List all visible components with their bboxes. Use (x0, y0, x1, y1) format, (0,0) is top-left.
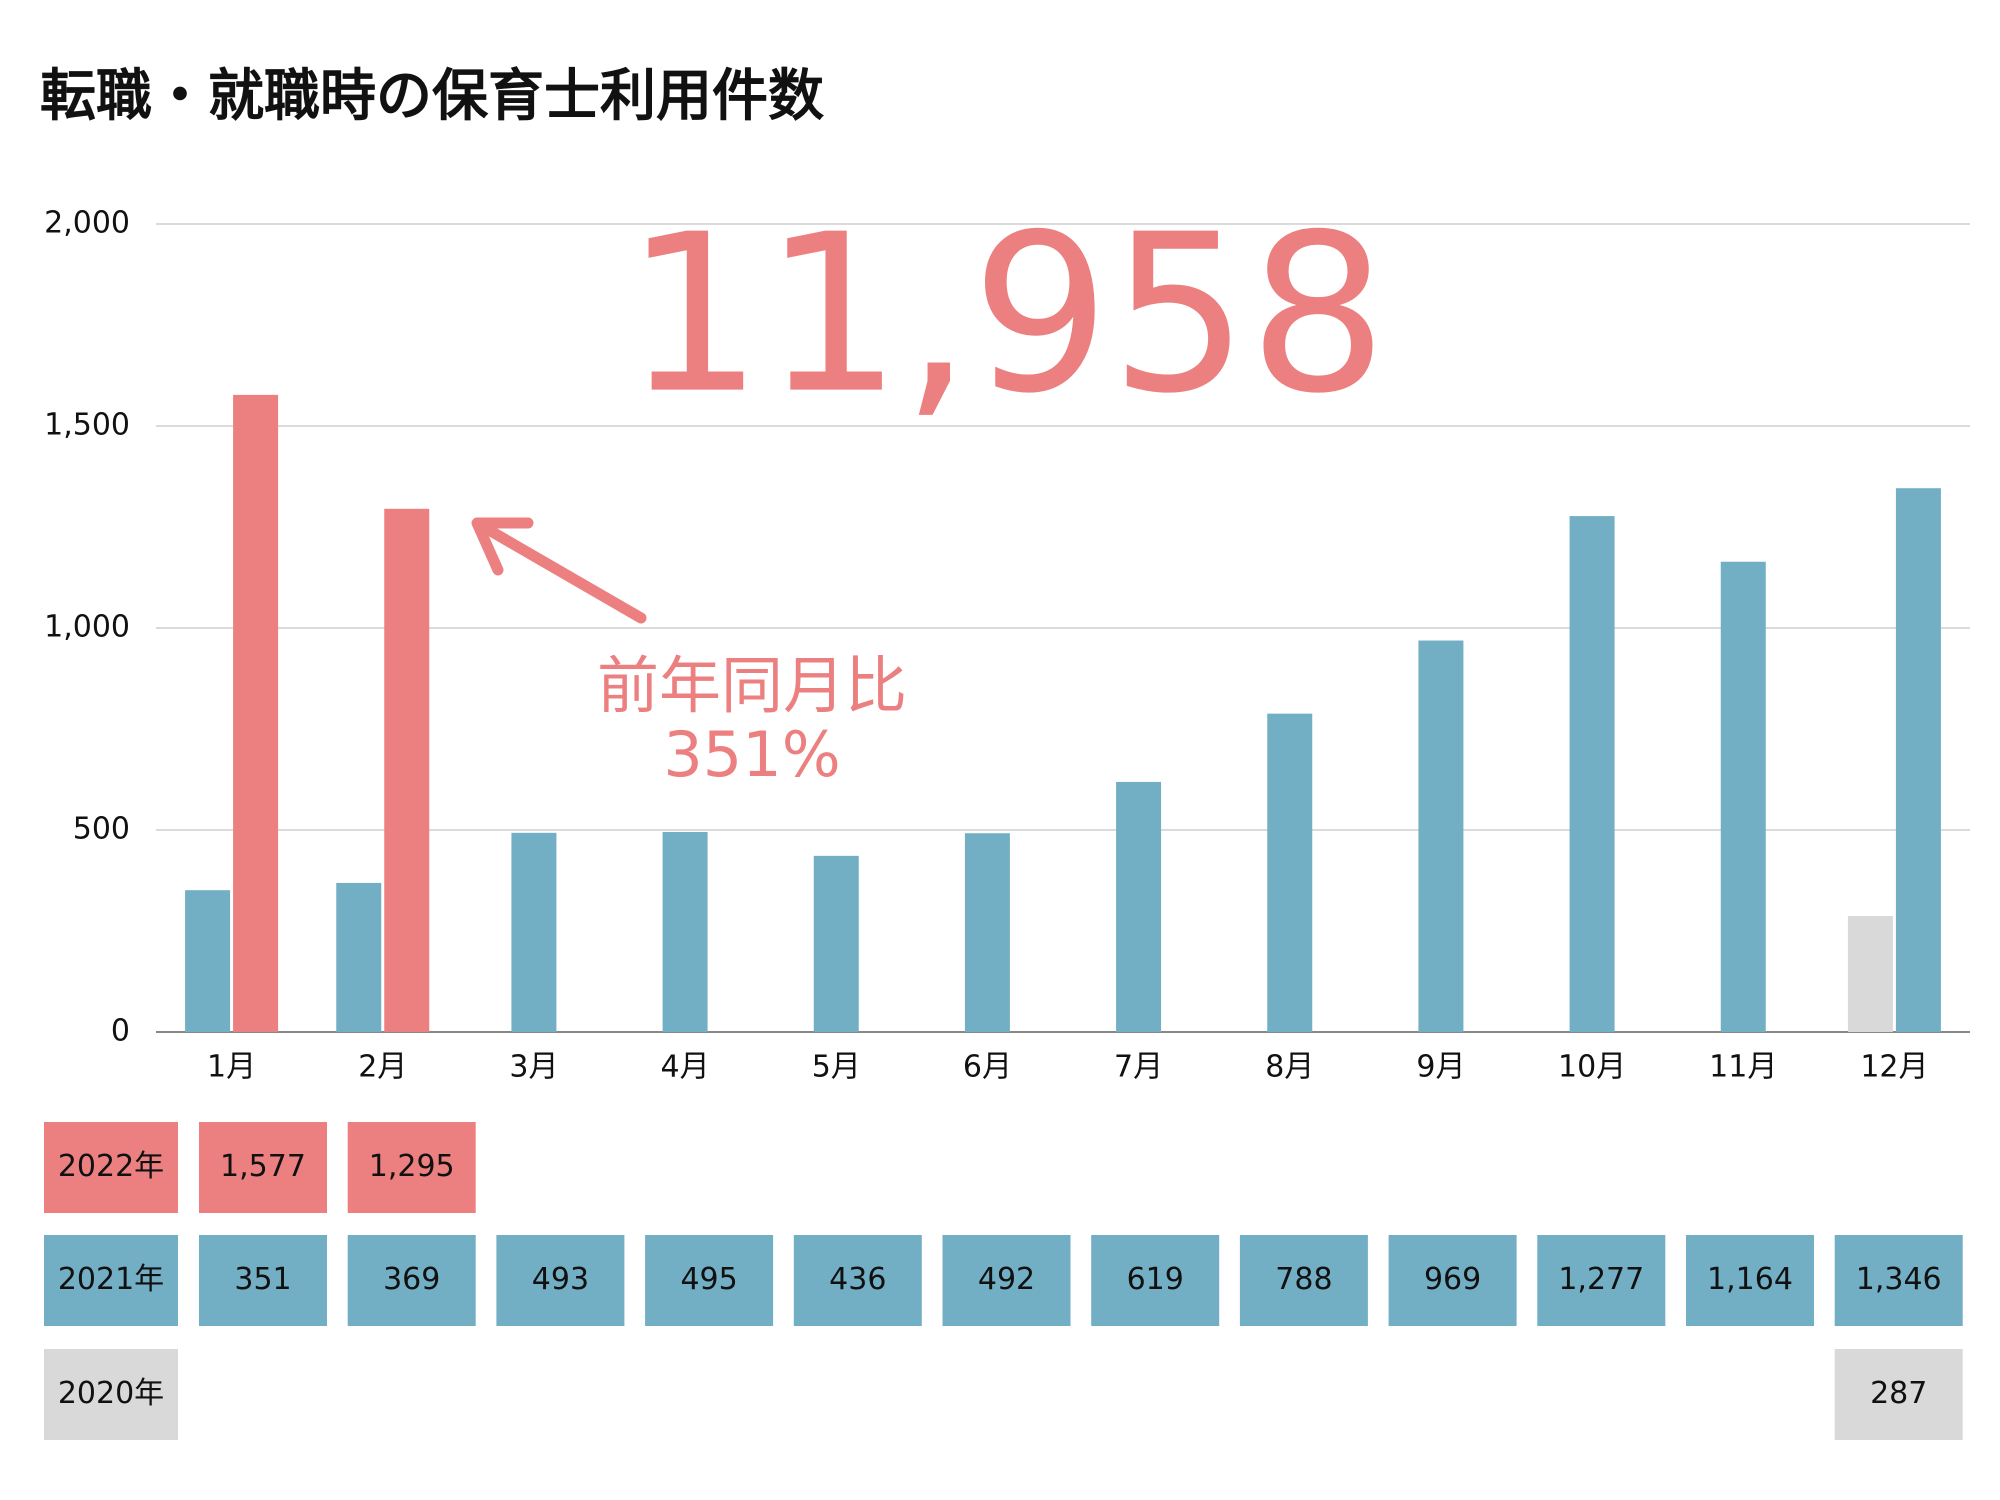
data-label: 492 (978, 1262, 1035, 1297)
bar (1267, 713, 1313, 1032)
legend-label: 2020年 (58, 1376, 164, 1411)
data-label: 1,295 (369, 1149, 455, 1184)
x-tick-label: 11月 (1709, 1050, 1777, 1085)
x-tick-label: 10月 (1558, 1050, 1626, 1085)
data-label: 1,577 (220, 1149, 306, 1184)
annotation: 351% (663, 718, 840, 791)
legend-label: 2021年 (58, 1262, 164, 1297)
data-label: 351 (234, 1262, 291, 1297)
table-cell (645, 1235, 774, 1326)
table-cell (1239, 1235, 1368, 1326)
data-label: 1,346 (1856, 1262, 1942, 1297)
y-tick-label: 2,000 (44, 206, 130, 241)
bar (964, 833, 1010, 1032)
legend-swatch (44, 1122, 178, 1213)
table-cell (793, 1235, 922, 1326)
total-annotation: 11,958 (625, 189, 1388, 442)
y-tick-label: 0 (111, 1014, 130, 1049)
bar (384, 508, 430, 1032)
table-cell (347, 1122, 476, 1213)
x-tick-label: 1月 (207, 1050, 256, 1085)
legend-label: 2022年 (58, 1149, 164, 1184)
bar (1847, 916, 1893, 1032)
legend-swatch (44, 1349, 178, 1440)
legend-swatch (44, 1235, 178, 1326)
bar (185, 890, 231, 1032)
bar (336, 882, 382, 1032)
bar (1720, 561, 1766, 1032)
data-label: 287 (1870, 1376, 1927, 1411)
table-cell (496, 1235, 625, 1326)
y-tick-label: 1,000 (44, 610, 130, 645)
bar (233, 394, 279, 1033)
bar (1569, 516, 1615, 1032)
table-cell (1388, 1235, 1517, 1326)
table-cell (199, 1122, 327, 1213)
table-cell (1834, 1349, 1963, 1440)
bar (813, 855, 859, 1032)
annotation: 前年同月比 (597, 649, 907, 722)
table-cell (1686, 1235, 1814, 1326)
bar (511, 832, 557, 1032)
y-tick-label: 1,500 (44, 408, 130, 443)
x-tick-label: 4月 (661, 1050, 710, 1085)
table-cell (942, 1235, 1071, 1326)
x-tick-label: 5月 (812, 1050, 861, 1085)
table-cell (1537, 1235, 1666, 1326)
bar (1418, 640, 1464, 1032)
data-label: 369 (383, 1262, 440, 1297)
data-label: 969 (1424, 1262, 1481, 1297)
arrow (471, 517, 647, 624)
y-tick-label: 500 (73, 812, 130, 847)
bar (662, 832, 708, 1032)
x-tick-label: 9月 (1416, 1050, 1465, 1085)
data-label: 436 (829, 1262, 886, 1297)
table-cell (1091, 1235, 1220, 1326)
x-tick-label: 7月 (1114, 1050, 1163, 1085)
data-label: 619 (1127, 1262, 1184, 1297)
bar (1116, 781, 1162, 1032)
data-label: 1,164 (1707, 1262, 1793, 1297)
x-tick-label: 2月 (358, 1050, 407, 1085)
data-label: 495 (680, 1262, 737, 1297)
x-tick-label: 6月 (963, 1050, 1012, 1085)
table-cell (347, 1235, 476, 1326)
x-tick-label: 3月 (509, 1050, 558, 1085)
data-label: 1,277 (1558, 1262, 1644, 1297)
data-label: 788 (1275, 1262, 1332, 1297)
data-label: 493 (532, 1262, 589, 1297)
x-tick-label: 8月 (1265, 1050, 1314, 1085)
bar (1895, 488, 1941, 1032)
chart-title: 転職・就職時の保育士利用件数 (40, 64, 824, 129)
x-tick-label: 12月 (1860, 1050, 1928, 1085)
table-cell (1834, 1235, 1963, 1326)
table-cell (199, 1235, 327, 1326)
